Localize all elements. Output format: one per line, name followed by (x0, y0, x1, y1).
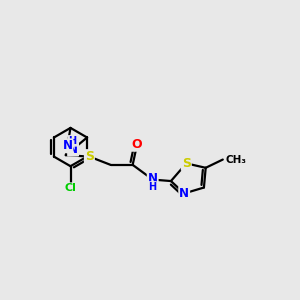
Text: H: H (148, 182, 156, 192)
Text: Cl: Cl (64, 183, 76, 193)
Text: N: N (68, 142, 78, 156)
Text: S: S (85, 150, 94, 163)
Text: CH₃: CH₃ (226, 154, 247, 165)
Text: N: N (62, 139, 72, 152)
Text: H: H (68, 136, 76, 146)
Text: O: O (132, 138, 142, 151)
Text: N: N (148, 172, 158, 184)
Text: N: N (179, 187, 189, 200)
Text: S: S (182, 157, 191, 170)
